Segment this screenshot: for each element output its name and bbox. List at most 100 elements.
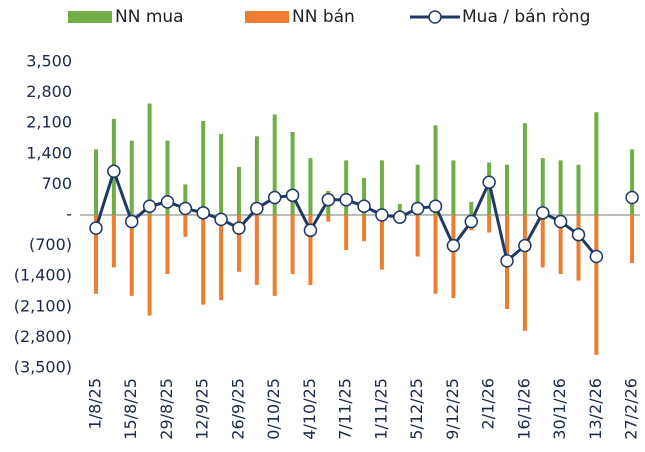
line-point: [536, 206, 550, 220]
x-tick-label: 27/2/26: [622, 378, 641, 440]
bar: [165, 215, 170, 275]
y-tick-label: 2,800: [26, 82, 72, 101]
bar: [308, 215, 313, 285]
bar: [362, 215, 367, 242]
line-point: [393, 210, 407, 224]
line-point: [589, 249, 604, 264]
bar: [576, 164, 581, 215]
bar: [522, 123, 527, 215]
line-point: [357, 199, 371, 214]
line-point: [428, 199, 443, 214]
bar: [487, 215, 492, 233]
line-point: [89, 221, 103, 235]
line-point: [553, 214, 568, 229]
bar: [630, 149, 635, 215]
line-point: [303, 223, 318, 238]
bar: [505, 164, 510, 215]
bar: [147, 103, 152, 215]
bar: [165, 140, 170, 215]
bar: [272, 114, 277, 215]
y-tick-label: -: [66, 205, 72, 224]
bar: [308, 158, 313, 215]
bar: [236, 215, 241, 272]
bar: [219, 215, 224, 301]
x-tick-label: 1/11/25: [371, 378, 390, 440]
bar: [433, 215, 438, 294]
y-tick-label: 3,500: [26, 52, 72, 71]
x-tick-label: 7/11/25: [336, 378, 355, 440]
x-tick-label: 15/8/25: [121, 378, 140, 440]
line-point: [464, 214, 479, 229]
bar: [451, 160, 456, 215]
x-tick-label: 29/8/25: [157, 378, 176, 440]
y-tick-label: (700): [29, 235, 72, 254]
bar: [540, 158, 545, 215]
bar: [576, 215, 581, 281]
line-point: [482, 175, 496, 189]
x-tick-label: 9/12/25: [443, 378, 462, 440]
x-tick-label: 16/1/26: [514, 378, 533, 440]
x-tick-label: 2/1/26: [479, 378, 498, 430]
bar: [326, 215, 331, 222]
line-point: [625, 190, 639, 205]
bar: [451, 215, 456, 299]
bar: [415, 164, 420, 215]
bar: [94, 149, 98, 215]
line-point: [321, 192, 336, 207]
bar: [129, 215, 134, 296]
y-tick-label: 700: [41, 174, 72, 193]
bar: [522, 215, 527, 331]
legend-swatch: [428, 10, 442, 24]
line-point: [446, 238, 461, 253]
x-tick-label: 4/10/25: [300, 378, 319, 440]
line-point: [250, 201, 264, 216]
x-tick-label: 26/9/25: [228, 378, 247, 440]
bar: [594, 215, 599, 355]
line-point: [285, 188, 300, 203]
x-tick-label: 30/1/26: [550, 378, 569, 440]
line-point: [375, 208, 389, 222]
line-point: [518, 238, 532, 253]
bar: [290, 131, 295, 215]
y-tick-label: 2,100: [26, 113, 72, 132]
bar: [94, 215, 98, 294]
x-tick-label: 1/8/25: [86, 378, 105, 430]
legend-label: NN mua: [115, 7, 184, 27]
bar: [630, 215, 635, 264]
y-tick-label: 1,400: [26, 143, 72, 162]
line-point: [214, 212, 228, 227]
bar: [183, 184, 188, 215]
bar: [183, 215, 188, 237]
line-point: [410, 201, 425, 216]
legend-label: NN bán: [292, 7, 355, 27]
bar: [415, 215, 420, 257]
line-point: [571, 227, 586, 242]
bar: [397, 204, 402, 215]
bar: [433, 125, 438, 215]
bar: [147, 215, 152, 316]
bar: [254, 136, 259, 215]
bar: [594, 112, 599, 215]
line-point: [232, 221, 246, 235]
y-tick-label: (1,400): [14, 266, 72, 285]
line-point: [500, 254, 514, 268]
legend-swatch: [245, 11, 289, 23]
bar: [129, 140, 134, 215]
bar: [111, 215, 116, 268]
bar: [201, 215, 206, 305]
bar: [379, 160, 384, 215]
line-point: [178, 201, 193, 216]
line-point: [267, 190, 282, 205]
y-tick-label: (2,800): [14, 327, 72, 346]
bar: [290, 215, 295, 275]
line-point: [339, 192, 353, 207]
bar: [201, 121, 206, 215]
bar: [254, 215, 259, 285]
y-tick-label: (2,100): [14, 296, 72, 315]
legend-swatch: [68, 11, 112, 23]
legend-label: Mua / bán ròng: [462, 7, 590, 27]
bar: [344, 160, 349, 215]
bar: [469, 201, 474, 215]
x-tick-label: 0/10/25: [264, 378, 283, 440]
